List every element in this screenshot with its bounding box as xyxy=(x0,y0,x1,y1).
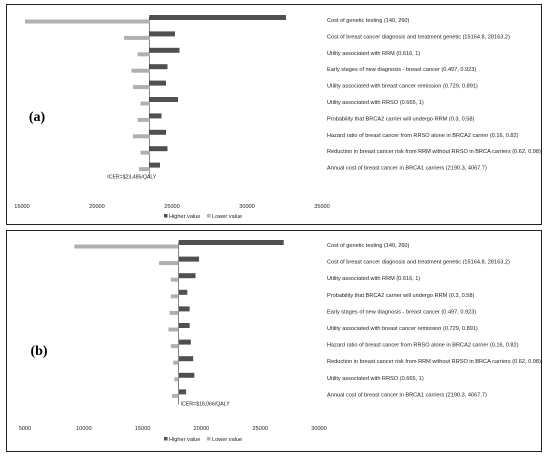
bar-higher-b-1 xyxy=(178,256,200,262)
bar-higher-b-6 xyxy=(178,339,191,345)
bar-higher-a-2 xyxy=(149,47,180,53)
bar-higher-b-4 xyxy=(178,306,190,312)
x-tick-label-b-0: 5000 xyxy=(19,426,31,432)
panel-a: (a) Cost of genetic testing (140, 260) Cos… xyxy=(6,4,542,225)
legend-label-lower-a: Lower value xyxy=(212,214,242,220)
bar-higher-a-7 xyxy=(149,129,166,135)
bar-lower-b-2 xyxy=(170,277,179,282)
bar-lower-a-1 xyxy=(124,35,150,40)
tornado-chart-b: (b) Cost of genetic testing (140, 260) Cos… xyxy=(19,240,541,443)
bar-lower-a-9 xyxy=(139,167,150,172)
category-label-b-6: Hazard ratio of breast cancer from RRSO … xyxy=(327,343,519,349)
category-label-b-1: Cost of breast cancer diagnosis and trea… xyxy=(327,260,510,266)
legend-label-higher-b: Higher value xyxy=(169,437,200,443)
x-tick-label-b-2: 15000 xyxy=(135,426,151,432)
bar-lower-b-5 xyxy=(168,327,179,332)
bar-lower-a-2 xyxy=(137,52,150,57)
panel-label-a: (a) xyxy=(29,110,46,125)
bar-higher-b-9 xyxy=(178,389,187,395)
panel-label-b: (b) xyxy=(30,344,47,359)
category-label-a-9: Annual cost of breast cancer in BRCA1 ca… xyxy=(327,166,487,172)
bar-higher-b-7 xyxy=(178,356,194,362)
category-label-a-7: Hazard ratio of breast cancer from RRSO … xyxy=(327,133,519,139)
bar-lower-b-4 xyxy=(169,310,179,315)
category-label-b-5: Utility associated with breast cancer re… xyxy=(327,326,478,332)
bar-lower-a-4 xyxy=(133,85,150,90)
bar-higher-b-3 xyxy=(178,289,188,295)
bar-higher-b-5 xyxy=(178,323,190,328)
x-tick-label-a-2: 25000 xyxy=(164,204,180,210)
bar-higher-a-3 xyxy=(149,64,168,70)
bar-higher-a-0 xyxy=(149,15,286,20)
bar-higher-a-5 xyxy=(149,97,178,102)
category-label-b-4: Early stages of new diagnosis - breast c… xyxy=(327,309,476,315)
x-tick-label-b-5: 30000 xyxy=(311,426,327,432)
category-label-a-4: Utility associated with breast cancer re… xyxy=(327,84,478,90)
bar-higher-a-9 xyxy=(149,162,160,168)
icer-annotation-b: ICER=$18,066/QALY xyxy=(181,401,231,407)
legend-swatch-lower-b xyxy=(207,437,211,441)
x-tick-label-a-1: 20000 xyxy=(89,204,105,210)
bar-lower-a-7 xyxy=(133,134,150,139)
x-tick-label-b-1: 10000 xyxy=(76,426,92,432)
x-tick-label-a-0: 15000 xyxy=(14,204,30,210)
panel-b: (b) Cost of genetic testing (140, 260) Cos… xyxy=(6,230,542,452)
bar-higher-a-4 xyxy=(149,80,166,86)
bar-lower-b-0 xyxy=(74,244,179,249)
category-label-a-5: Utility associated with RRSO (0.665, 1) xyxy=(327,100,424,106)
category-label-a-0: Cost of genetic testing (140, 260) xyxy=(327,18,410,24)
tornado-chart-a: (a) Cost of genetic testing (140, 260) Cos… xyxy=(14,15,541,220)
legend-swatch-higher-b xyxy=(164,437,168,441)
x-tick-label-b-3: 20000 xyxy=(194,426,210,432)
bar-lower-b-3 xyxy=(170,294,179,299)
category-label-a-2: Utility associated with RRM (0.616, 1) xyxy=(327,51,420,57)
category-label-a-8: Reduction in breast cancer risk from RRM… xyxy=(327,149,541,155)
category-label-b-0: Cost of genetic testing (140, 260) xyxy=(327,243,410,249)
bar-higher-a-8 xyxy=(149,146,168,152)
bar-higher-b-0 xyxy=(178,240,284,245)
category-label-b-2: Utility associated with RRM (0.616, 1) xyxy=(327,276,420,282)
legend-label-higher-a: Higher value xyxy=(169,214,200,220)
bar-lower-b-1 xyxy=(159,261,179,266)
bar-higher-a-1 xyxy=(149,31,175,37)
legend-swatch-lower-a xyxy=(207,214,211,218)
bar-higher-b-8 xyxy=(178,372,195,378)
category-label-b-3: Probability that BRCA2 carrier will unde… xyxy=(327,293,474,299)
legend-label-lower-b: Lower value xyxy=(212,437,242,443)
x-tick-label-b-4: 25000 xyxy=(252,426,268,432)
bar-higher-a-6 xyxy=(149,113,162,119)
category-label-b-9: Annual cost of breast cancer in BRCA1 ca… xyxy=(327,392,487,398)
legend-swatch-higher-a xyxy=(164,214,168,218)
bar-lower-a-3 xyxy=(131,68,150,73)
bar-lower-b-8 xyxy=(174,377,179,382)
category-label-b-8: Utility associated with RRSO (0.665, 1) xyxy=(327,376,424,382)
x-tick-label-a-4: 35000 xyxy=(314,204,330,210)
bar-higher-b-2 xyxy=(178,273,196,279)
bar-lower-b-9 xyxy=(172,393,179,398)
bar-lower-b-7 xyxy=(173,360,179,365)
category-label-b-7: Reduction in breast cancer risk from RRM… xyxy=(327,359,541,365)
bar-lower-a-8 xyxy=(140,150,150,155)
x-tick-label-a-3: 30000 xyxy=(239,204,255,210)
bar-lower-a-5 xyxy=(140,101,150,106)
bar-lower-b-6 xyxy=(170,344,179,349)
bar-lower-a-6 xyxy=(137,117,150,122)
category-label-a-6: Probability that BRCA2 carrier will unde… xyxy=(327,116,474,122)
category-label-a-1: Cost of breast cancer diagnosis and trea… xyxy=(327,34,510,40)
bar-lower-a-0 xyxy=(25,19,150,24)
category-label-a-3: Early stages of new diagnosis - breast c… xyxy=(327,67,476,73)
icer-annotation-a: ICER=$23,485/QALY xyxy=(107,175,157,181)
